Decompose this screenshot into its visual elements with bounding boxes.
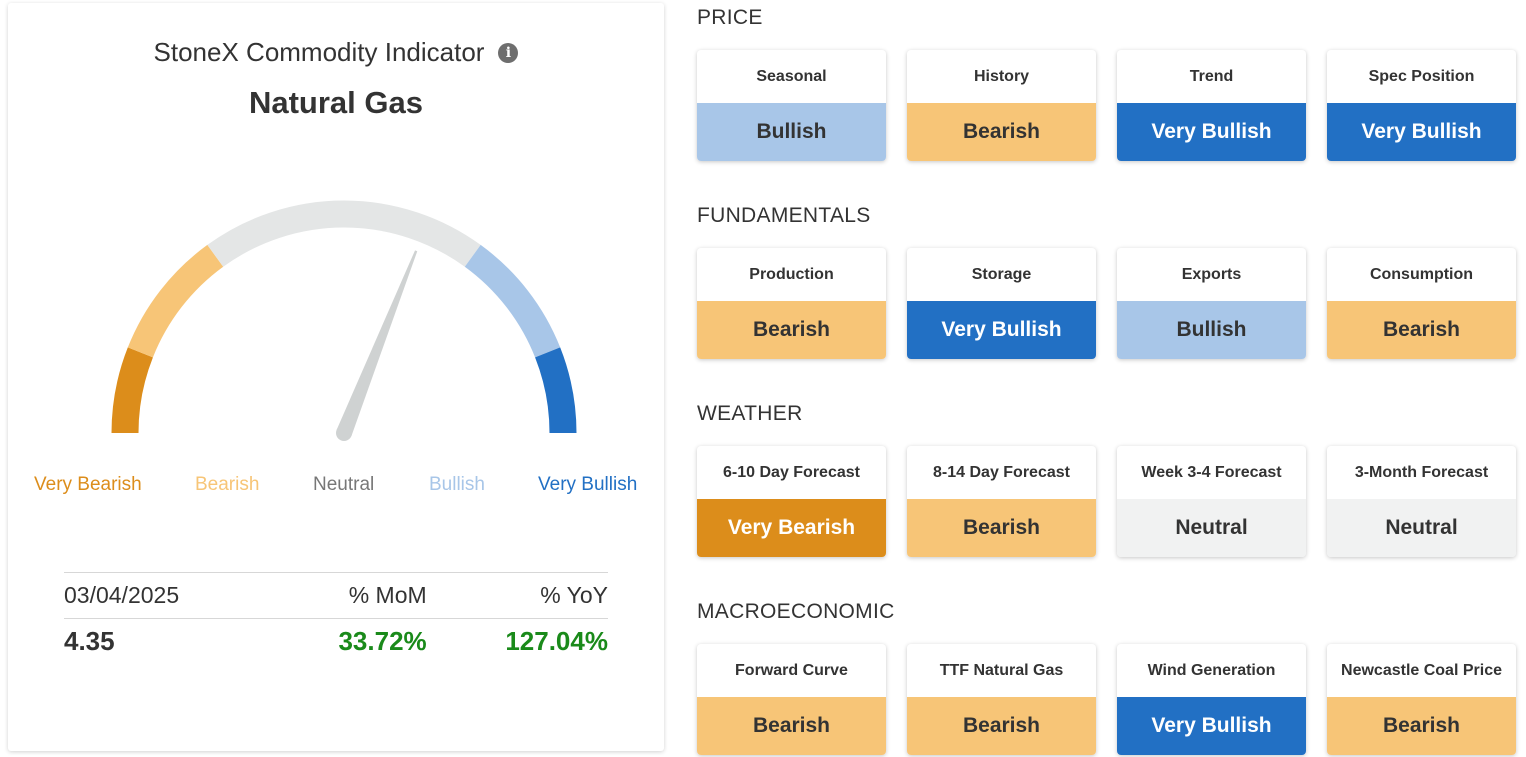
card-status: Bullish: [1117, 301, 1306, 359]
stats-yoy-value: 127.04%: [505, 626, 608, 656]
card-week-3-4-forecast[interactable]: Week 3-4 Forecast Neutral: [1117, 446, 1306, 557]
card-status: Bearish: [1327, 697, 1516, 755]
card-forward-curve[interactable]: Forward Curve Bearish: [697, 644, 886, 755]
stats-header-row: 03/04/2025 % MoM % YoY: [64, 572, 608, 618]
stats-yoy-header: % YoY: [540, 582, 608, 608]
card-ttf-natural-gas[interactable]: TTF Natural Gas Bearish: [907, 644, 1096, 755]
card-status: Very Bullish: [907, 301, 1096, 359]
card-label: Consumption: [1369, 265, 1474, 283]
section-title-weather: WEATHER: [697, 402, 803, 425]
gauge-label-very-bullish: Very Bullish: [538, 474, 638, 495]
card-status: Bearish: [907, 697, 1096, 755]
card-status: Neutral: [1117, 499, 1306, 557]
card-label: Exports: [1181, 265, 1242, 283]
card-3-month-forecast[interactable]: 3-Month Forecast Neutral: [1327, 446, 1516, 557]
gauge-label-bearish: Bearish: [195, 474, 260, 495]
card-label: Wind Generation: [1147, 661, 1276, 679]
section-title-fundamentals: FUNDAMENTALS: [697, 204, 871, 227]
gauge-label-very-bearish: Very Bearish: [34, 474, 142, 495]
gauge-segment-very-bullish: [534, 347, 577, 434]
card-status: Bullish: [697, 103, 886, 161]
info-icon[interactable]: i: [498, 43, 519, 63]
gauge-segment-bearish: [127, 244, 224, 358]
card-wind-generation[interactable]: Wind Generation Very Bullish: [1117, 644, 1306, 755]
card-consumption[interactable]: Consumption Bearish: [1327, 248, 1516, 359]
gauge-needle: [336, 250, 418, 436]
card-status: Very Bullish: [1117, 103, 1306, 161]
card-status: Bearish: [697, 697, 886, 755]
card-label: 8-14 Day Forecast: [933, 463, 1070, 481]
card-status: Very Bullish: [1327, 103, 1516, 161]
card-8-14-day-forecast[interactable]: 8-14 Day Forecast Bearish: [907, 446, 1096, 557]
card-exports[interactable]: Exports Bullish: [1117, 248, 1306, 359]
card-label: Forward Curve: [735, 661, 848, 679]
card-status: Very Bullish: [1117, 697, 1306, 755]
section-title-macroeconomic: MACROECONOMIC: [697, 600, 895, 623]
sentiment-gauge: [111, 200, 577, 441]
card-label: 3-Month Forecast: [1354, 463, 1489, 481]
stats-mom-header: % MoM: [348, 582, 427, 608]
card-trend[interactable]: Trend Very Bullish: [1117, 50, 1306, 161]
stats-value-row: 4.35 33.72% 127.04%: [64, 618, 608, 664]
gauge-needle-hub: [336, 425, 352, 441]
card-label: Seasonal: [756, 67, 827, 85]
card-storage[interactable]: Storage Very Bullish: [907, 248, 1096, 359]
card-history[interactable]: History Bearish: [907, 50, 1096, 161]
card-status: Bearish: [907, 499, 1096, 557]
card-label: History: [973, 67, 1030, 85]
card-label: TTF Natural Gas: [939, 661, 1064, 679]
card-label: Production: [749, 265, 834, 283]
gauge-segment-bullish: [464, 244, 561, 358]
card-production[interactable]: Production Bearish: [697, 248, 886, 359]
stats-price: 4.35: [64, 626, 115, 656]
price-stats: 03/04/2025 % MoM % YoY 4.35 33.72% 127.0…: [64, 572, 608, 664]
card-status: Very Bearish: [697, 499, 886, 557]
section-title-price: PRICE: [697, 6, 763, 29]
card-label: 6-10 Day Forecast: [723, 463, 860, 481]
card-6-10-day-forecast[interactable]: 6-10 Day Forecast Very Bearish: [697, 446, 886, 557]
card-label: Storage: [971, 265, 1032, 283]
gauge-label-neutral: Neutral: [313, 474, 375, 495]
card-status: Bearish: [697, 301, 886, 359]
indicator-title: StoneX Commodity Indicator: [153, 37, 485, 67]
card-newcastle-coal-price[interactable]: Newcastle Coal Price Bearish: [1327, 644, 1516, 755]
card-label: Week 3-4 Forecast: [1141, 463, 1282, 481]
card-label: Spec Position: [1368, 67, 1475, 85]
stats-mom-value: 33.72%: [338, 626, 427, 656]
card-status: Neutral: [1327, 499, 1516, 557]
indicator-title-row: StoneX Commodity Indicator i: [8, 37, 664, 68]
gauge-segment-very-bearish: [111, 347, 154, 434]
commodity-name: Natural Gas: [248, 85, 423, 120]
card-status: Bearish: [1327, 301, 1516, 359]
card-label: Newcastle Coal Price: [1341, 661, 1502, 679]
card-spec-position[interactable]: Spec Position Very Bullish: [1327, 50, 1516, 161]
gauge-segment-neutral: [207, 200, 481, 267]
indicator-panel: StoneX Commodity Indicator i Natural Gas …: [8, 3, 664, 751]
card-seasonal[interactable]: Seasonal Bullish: [697, 50, 886, 161]
card-label: Trend: [1189, 67, 1234, 85]
card-status: Bearish: [907, 103, 1096, 161]
stats-date: 03/04/2025: [64, 582, 180, 608]
gauge-label-bullish: Bullish: [429, 474, 485, 495]
